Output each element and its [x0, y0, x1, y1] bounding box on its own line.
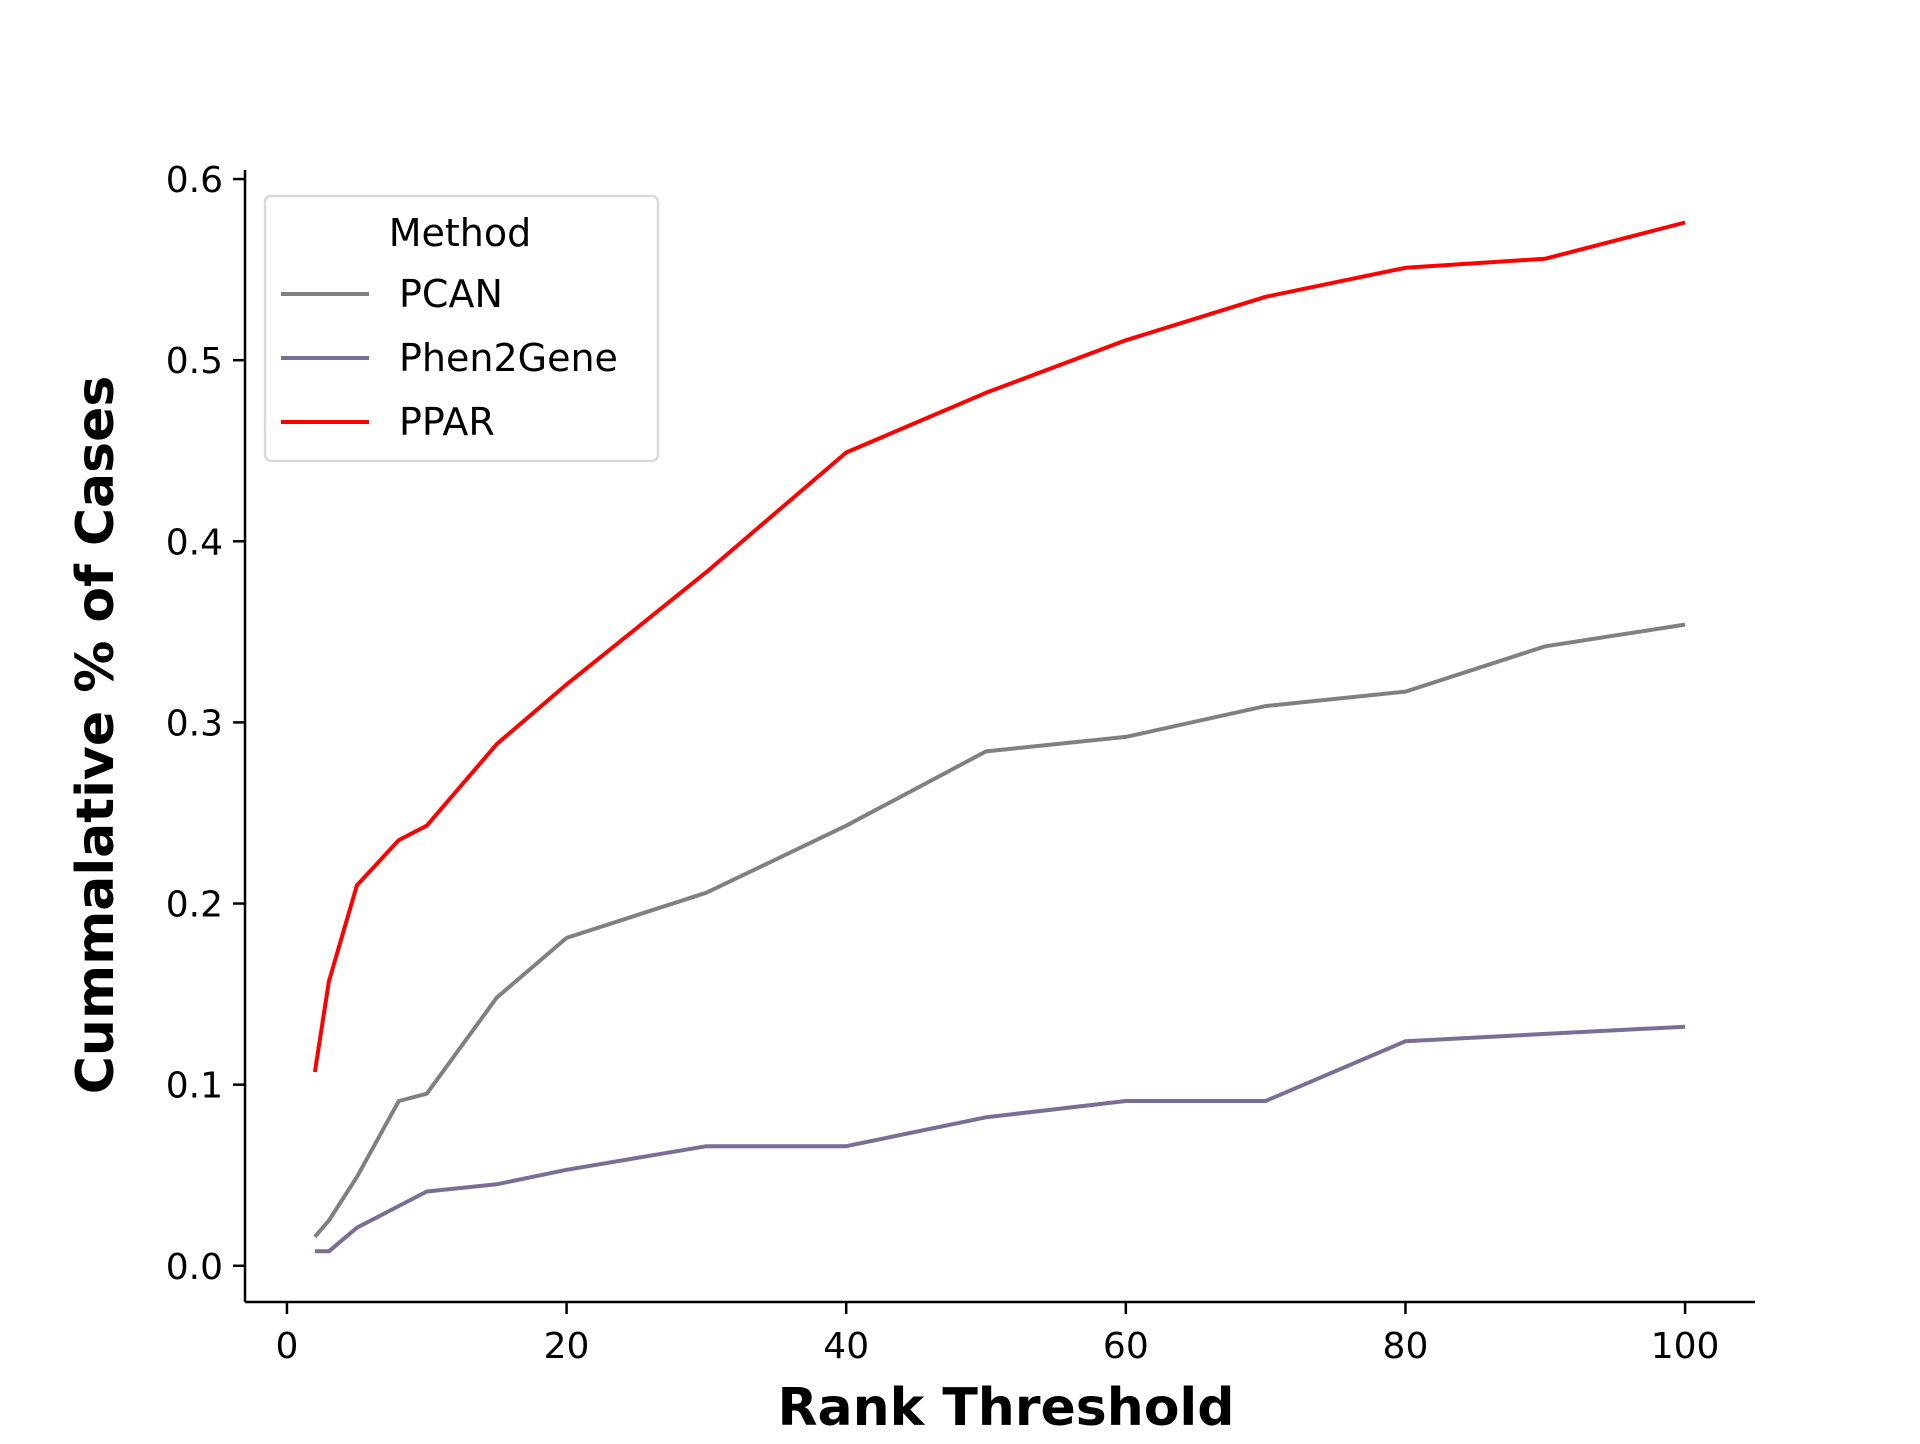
x-tick-label: 100 — [1651, 1326, 1720, 1367]
legend-label-pcan: PCAN — [399, 272, 503, 316]
series-lines — [312, 220, 1686, 1254]
axes: 0 20 40 60 80 100 0.0 0.1 0.2 0.3 0.4 0.5 0.6 — [166, 160, 1755, 1367]
series-line-ppar — [312, 220, 1686, 1073]
legend-label-ppar: PPAR — [399, 400, 495, 444]
y-tick-label: 0.6 — [166, 160, 223, 201]
x-tick-label: 60 — [1103, 1326, 1149, 1367]
y-axis-title: Cummalative % of Cases — [66, 376, 126, 1095]
y-tick-label: 0.4 — [166, 522, 223, 563]
legend-title: Method — [389, 211, 532, 255]
y-tick-label: 0.3 — [166, 703, 223, 744]
x-tick-label: 40 — [823, 1326, 869, 1367]
y-tick-label: 0.1 — [166, 1066, 223, 1107]
y-tick-label: 0.0 — [166, 1247, 223, 1288]
y-tick-label: 0.2 — [166, 885, 223, 926]
legend-label-phen2gene: Phen2Gene — [399, 336, 618, 380]
x-tick-label: 0 — [275, 1326, 298, 1367]
legend-box — [263, 194, 660, 463]
x-tick-label: 20 — [544, 1326, 590, 1367]
series-line-pcan — [313, 622, 1686, 1239]
x-axis-title: Rank Threshold — [778, 1378, 1235, 1438]
y-tick-label: 0.5 — [166, 341, 223, 382]
legend: Method PCAN Phen2Gene PPAR — [263, 194, 660, 463]
x-tick-label: 80 — [1383, 1326, 1429, 1367]
series-line-phen2gene — [314, 1024, 1686, 1254]
